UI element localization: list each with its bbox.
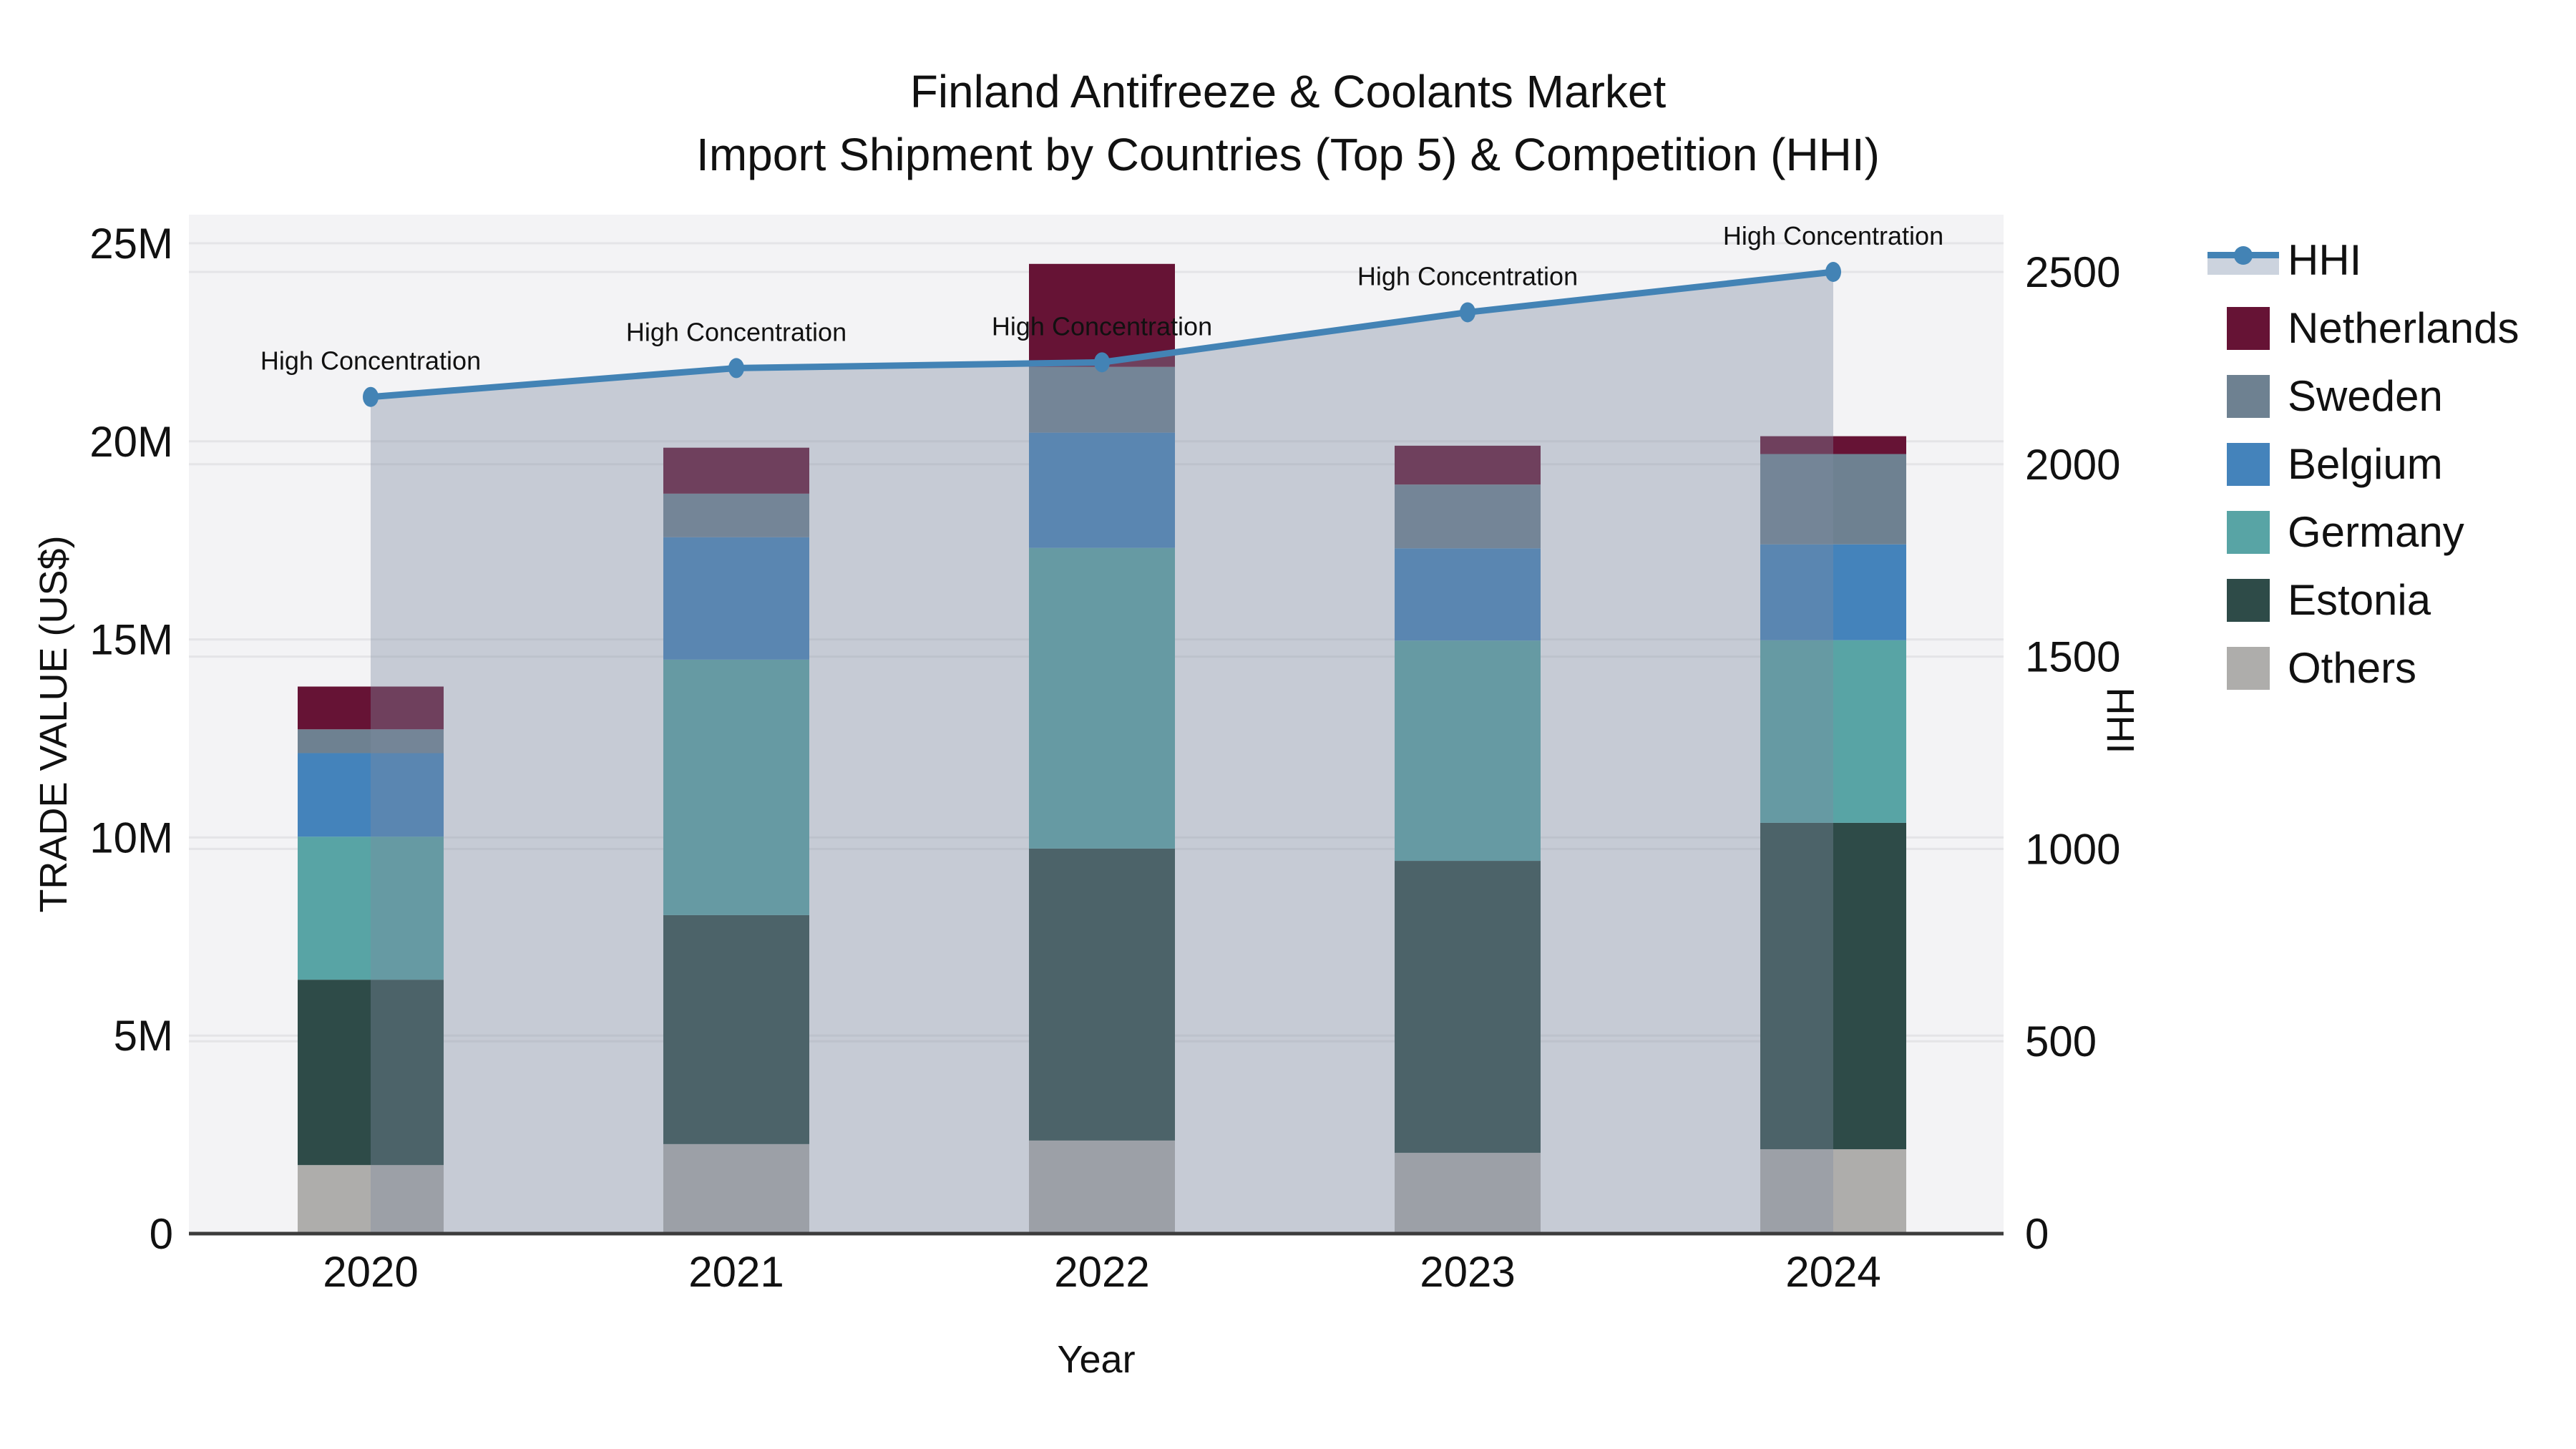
bar-segment-netherlands-2022 xyxy=(1029,263,1175,367)
bar-segment-sweden-2021 xyxy=(663,493,809,537)
y-left-tick-label: 20M xyxy=(89,418,173,466)
bar-segment-germany-2021 xyxy=(663,659,809,915)
y-left-tick-label: 25M xyxy=(89,220,173,268)
bar-segment-estonia-2023 xyxy=(1395,861,1541,1153)
y-axis-title-left: TRADE VALUE (US$) xyxy=(32,535,75,913)
legend-label: Germany xyxy=(2288,508,2464,556)
chart-title: Finland Antifreeze & Coolants Market Imp… xyxy=(0,60,2576,186)
y-axis-title-right: HHI xyxy=(2099,687,2142,754)
annotation-high-concentration-2024: High Concentration xyxy=(1723,221,1943,250)
annotation-high-concentration-2021: High Concentration xyxy=(626,317,847,346)
hhi-line-icon xyxy=(2207,245,2279,275)
y-left-tick-label: 10M xyxy=(89,814,173,862)
y-left-tick-label: 15M xyxy=(89,616,173,664)
y-right-tick-label: 2500 xyxy=(2025,248,2120,296)
legend: HHI Netherlands Sweden Belgium Germany E… xyxy=(2207,226,2519,702)
x-axis-title: Year xyxy=(1057,1338,1136,1381)
legend-label: Netherlands xyxy=(2288,304,2519,352)
y-right-tick-label: 0 xyxy=(2025,1210,2049,1258)
y-right-tick-label: 1500 xyxy=(2025,633,2120,681)
bar-segment-netherlands-2021 xyxy=(663,447,809,494)
chart-title-line2: Import Shipment by Countries (Top 5) & C… xyxy=(696,129,1880,180)
legend-item-hhi: HHI xyxy=(2207,226,2519,294)
legend-label: Sweden xyxy=(2288,372,2443,420)
legend-item-netherlands: Netherlands xyxy=(2207,294,2519,362)
legend-item-germany: Germany xyxy=(2207,498,2519,566)
bar-segment-sweden-2022 xyxy=(1029,366,1175,433)
x-tick-label-2020: 2020 xyxy=(323,1248,418,1296)
y-left-tick-label: 0 xyxy=(150,1210,173,1258)
bar-segment-netherlands-2023 xyxy=(1395,445,1541,485)
annotation-high-concentration-2020: High Concentration xyxy=(260,346,481,376)
x-tick-label-2021: 2021 xyxy=(688,1248,784,1296)
bar-segment-sweden-2023 xyxy=(1395,484,1541,549)
bar-segment-sweden-2020 xyxy=(298,729,444,753)
bar-segment-netherlands-2020 xyxy=(298,686,444,730)
x-tick-label-2023: 2023 xyxy=(1420,1248,1515,1296)
legend-label: Belgium xyxy=(2288,440,2443,488)
legend-item-sweden: Sweden xyxy=(2207,362,2519,430)
y-right-tick-label: 1000 xyxy=(2025,825,2120,873)
bar-segment-others-2022 xyxy=(1029,1140,1175,1234)
bar-segment-estonia-2022 xyxy=(1029,848,1175,1141)
legend-label: HHI xyxy=(2288,236,2362,284)
hhi-marker-2023 xyxy=(1460,302,1475,323)
belgium-swatch-icon xyxy=(2227,442,2270,486)
legend-label: Others xyxy=(2288,644,2417,692)
bar-segment-others-2024 xyxy=(1760,1149,1906,1234)
bar-segment-belgium-2021 xyxy=(663,537,809,660)
x-tick-label-2022: 2022 xyxy=(1054,1248,1149,1296)
hhi-marker-2021 xyxy=(728,358,744,379)
bar-segment-netherlands-2024 xyxy=(1760,436,1906,454)
bar-segment-estonia-2024 xyxy=(1760,822,1906,1150)
y-right-tick-label: 500 xyxy=(2025,1018,2097,1065)
bar-segment-belgium-2024 xyxy=(1760,544,1906,640)
bar-segment-germany-2023 xyxy=(1395,640,1541,862)
annotation-high-concentration-2023: High Concentration xyxy=(1357,261,1578,291)
bar-segment-germany-2020 xyxy=(298,836,444,980)
legend-item-estonia: Estonia xyxy=(2207,566,2519,634)
bar-segment-germany-2022 xyxy=(1029,547,1175,849)
y-right-tick-label: 2000 xyxy=(2025,441,2120,489)
estonia-swatch-icon xyxy=(2227,578,2270,622)
bar-segment-germany-2024 xyxy=(1760,640,1906,823)
bar-segment-estonia-2020 xyxy=(298,980,444,1166)
germany-swatch-icon xyxy=(2227,510,2270,554)
others-swatch-icon xyxy=(2227,646,2270,690)
bar-segment-others-2021 xyxy=(663,1143,809,1234)
legend-item-belgium: Belgium xyxy=(2207,430,2519,498)
hhi-marker-2024 xyxy=(1825,262,1841,282)
legend-item-others: Others xyxy=(2207,634,2519,702)
hhi-area-fill xyxy=(371,272,1833,1234)
bar-segment-belgium-2020 xyxy=(298,753,444,837)
netherlands-swatch-icon xyxy=(2227,306,2270,350)
legend-label: Estonia xyxy=(2288,576,2431,624)
hhi-marker-2022 xyxy=(1094,352,1110,373)
annotation-high-concentration-2022: High Concentration xyxy=(992,311,1212,341)
bar-segment-belgium-2022 xyxy=(1029,432,1175,548)
y-left-tick-label: 5M xyxy=(114,1012,173,1060)
bar-segment-others-2023 xyxy=(1395,1153,1541,1234)
sweden-swatch-icon xyxy=(2227,374,2270,418)
bar-segment-sweden-2024 xyxy=(1760,454,1906,545)
bar-segment-belgium-2023 xyxy=(1395,548,1541,641)
chart-title-line1: Finland Antifreeze & Coolants Market xyxy=(909,66,1667,117)
x-tick-label-2024: 2024 xyxy=(1785,1248,1880,1296)
hhi-marker-2020 xyxy=(363,386,379,407)
bar-segment-others-2020 xyxy=(298,1165,444,1234)
bar-segment-estonia-2021 xyxy=(663,914,809,1144)
